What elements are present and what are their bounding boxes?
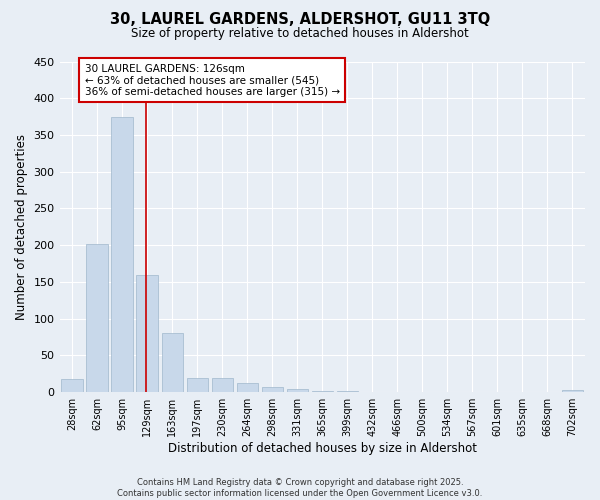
Text: Size of property relative to detached houses in Aldershot: Size of property relative to detached ho…	[131, 28, 469, 40]
Bar	[287, 390, 308, 392]
Bar	[86, 244, 108, 392]
Bar	[212, 378, 233, 392]
Bar	[136, 274, 158, 392]
Bar	[61, 379, 83, 392]
Text: Contains HM Land Registry data © Crown copyright and database right 2025.
Contai: Contains HM Land Registry data © Crown c…	[118, 478, 482, 498]
Bar	[562, 390, 583, 392]
Bar	[161, 334, 183, 392]
Y-axis label: Number of detached properties: Number of detached properties	[15, 134, 28, 320]
Text: 30, LAUREL GARDENS, ALDERSHOT, GU11 3TQ: 30, LAUREL GARDENS, ALDERSHOT, GU11 3TQ	[110, 12, 490, 28]
Text: 30 LAUREL GARDENS: 126sqm
← 63% of detached houses are smaller (545)
36% of semi: 30 LAUREL GARDENS: 126sqm ← 63% of detac…	[85, 64, 340, 97]
Bar	[236, 384, 258, 392]
Bar	[112, 116, 133, 392]
Bar	[262, 387, 283, 392]
Bar	[187, 378, 208, 392]
X-axis label: Distribution of detached houses by size in Aldershot: Distribution of detached houses by size …	[168, 442, 477, 455]
